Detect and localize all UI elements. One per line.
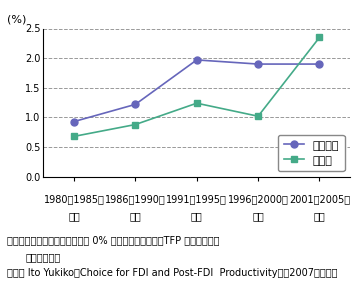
Text: 進出: 進出 (191, 211, 203, 221)
Text: 1986～1990年: 1986～1990年 (105, 194, 166, 204)
製造業 (256, 115, 260, 118)
Text: 資料： Ito Yukiko『Choice for FDI and Post-FDI  Productivity』（2007）から作: 資料： Ito Yukiko『Choice for FDI and Post-F… (7, 268, 338, 278)
非製造業 (72, 120, 76, 123)
Text: 進出: 進出 (314, 211, 325, 221)
製造業 (133, 123, 138, 126)
Text: 進出: 進出 (252, 211, 264, 221)
Text: 備考：各業種の平均値を基準値 0% とみなした場合の、TFP 上昇率の差分: 備考：各業種の平均値を基準値 0% とみなした場合の、TFP 上昇率の差分 (7, 235, 220, 245)
製造業 (195, 101, 199, 105)
Text: 1991～1995年: 1991～1995年 (166, 194, 227, 204)
非製造業 (317, 62, 322, 66)
Text: (%): (%) (7, 14, 27, 24)
Text: 成。: 成。 (25, 284, 37, 285)
Text: 進出: 進出 (130, 211, 141, 221)
製造業 (72, 135, 76, 138)
Text: 進出: 進出 (68, 211, 80, 221)
Legend: 非製造業, 製造業: 非製造業, 製造業 (278, 135, 345, 171)
非製造業 (133, 103, 138, 106)
Text: 1980～1985年: 1980～1985年 (44, 194, 104, 204)
非製造業 (256, 62, 260, 66)
非製造業 (195, 58, 199, 62)
Text: 1996～2000年: 1996～2000年 (228, 194, 288, 204)
製造業 (317, 36, 322, 39)
Line: 製造業: 製造業 (70, 34, 323, 140)
Line: 非製造業: 非製造業 (70, 56, 323, 125)
Text: を表している: を表している (25, 252, 61, 262)
Text: 2001～2005年: 2001～2005年 (289, 194, 350, 204)
